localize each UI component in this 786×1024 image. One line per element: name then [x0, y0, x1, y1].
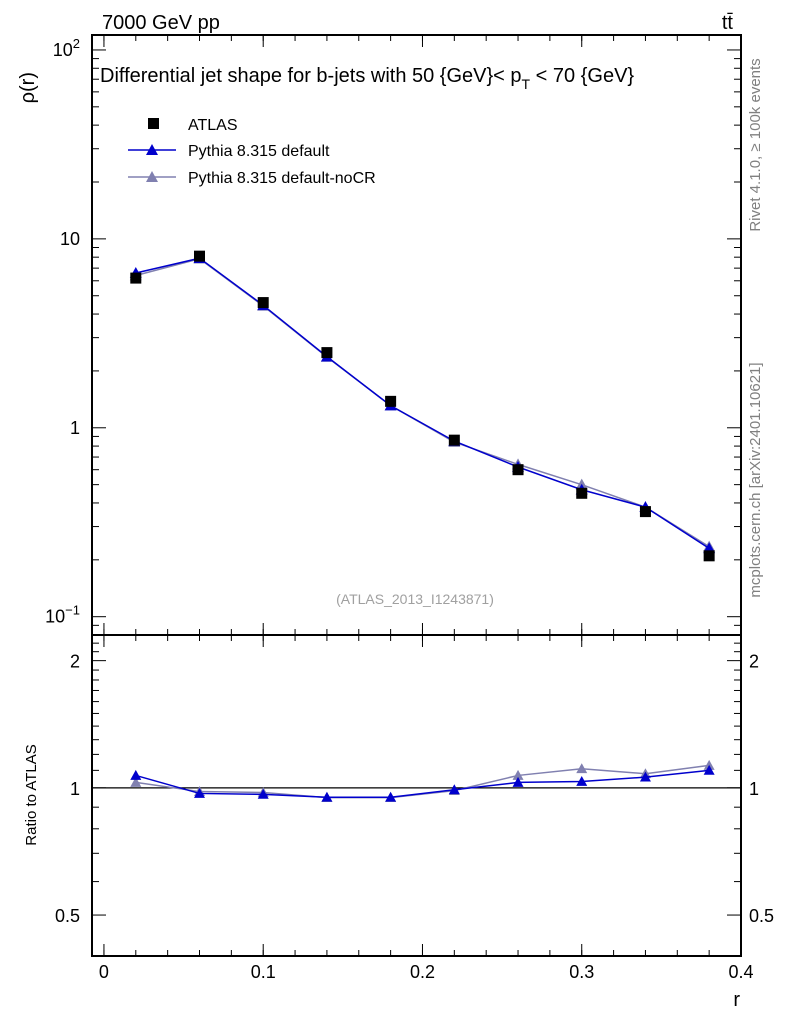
ratio-point-0	[385, 791, 397, 802]
ratio-tick-label-left: 2	[70, 652, 80, 672]
ratio-line-0	[135, 769, 710, 799]
x-tick-label: 0.4	[728, 962, 753, 982]
legend-default-label: Pythia 8.315 default	[188, 143, 330, 160]
ratio-point-0	[194, 787, 206, 798]
ratio-frame	[91, 634, 742, 957]
ratio-point-1	[130, 776, 142, 787]
x-tick-label: 0.2	[410, 962, 435, 982]
point-atlas	[257, 297, 269, 309]
ratio-point-0	[257, 788, 269, 799]
point-atlas	[576, 487, 588, 499]
y-tick-label: 10−1	[45, 603, 80, 627]
axis-ticks: 0 0.1 0.2 0.3 0.4 10−1 1 10 102 0.5 0.5 1 1 2 2	[45, 35, 774, 982]
data-marks	[129, 250, 716, 803]
point-atlas	[448, 434, 460, 446]
ratio-point-0	[512, 776, 524, 787]
ratio-tick-label-left: 1	[70, 779, 80, 799]
point-atlas	[194, 250, 206, 262]
y-tick-label: 1	[70, 418, 80, 438]
ratio-point-1	[576, 763, 588, 774]
legend-atlas-marker	[148, 118, 159, 129]
ratio-y-axis-label: Ratio to ATLAS	[23, 744, 40, 845]
ratio-point-0	[130, 769, 142, 780]
x-tick-label: 0	[99, 962, 109, 982]
ratio-tick-label-right: 2	[749, 652, 759, 672]
point-atlas	[385, 395, 397, 407]
process-label: tt̄	[722, 12, 734, 34]
ratio-tick-label-left: 0.5	[55, 906, 80, 926]
series-line-1	[135, 257, 710, 549]
legend-atlas-label: ATLAS	[188, 117, 238, 134]
x-axis-label: r	[733, 989, 740, 1011]
ratio-tick-label-right: 1	[749, 779, 759, 799]
y-axis-label: ρ(r)	[17, 72, 39, 103]
energy-label: 7000 GeV pp	[102, 12, 220, 34]
point-atlas	[639, 506, 651, 518]
side-mcplots-label: mcplots.cern.ch [arXiv:2401.10621]	[747, 362, 764, 597]
ratio-point-0	[448, 784, 460, 795]
point-atlas	[321, 347, 333, 359]
point-atlas	[130, 272, 142, 284]
point-atlas	[703, 550, 715, 562]
ratio-tick-label-right: 0.5	[749, 906, 774, 926]
legend-nocr-marker	[146, 171, 158, 182]
side-rivet-label: Rivet 4.1.0, ≥ 100k events	[747, 58, 764, 231]
chart-title: Differential jet shape for b-jets with 5…	[100, 65, 634, 92]
legend-nocr-label: Pythia 8.315 default-noCR	[188, 170, 376, 187]
x-tick-label: 0.1	[251, 962, 276, 982]
series-line-2	[135, 257, 710, 548]
ratio-point-1	[512, 769, 524, 780]
y-tick-label: 102	[53, 36, 80, 60]
x-tick-label: 0.3	[569, 962, 594, 982]
ratio-point-0	[703, 764, 715, 775]
point-atlas	[512, 464, 524, 476]
y-tick-label: 10	[60, 229, 80, 249]
legend-default-marker	[146, 144, 158, 155]
legend: ATLAS Pythia 8.315 default Pythia 8.315 …	[128, 117, 376, 187]
ratio-point-0	[576, 776, 588, 786]
ratio-point-0	[639, 771, 651, 782]
analysis-id-watermark: (ATLAS_2013_I1243871)	[336, 591, 494, 607]
ratio-point-0	[321, 791, 333, 802]
